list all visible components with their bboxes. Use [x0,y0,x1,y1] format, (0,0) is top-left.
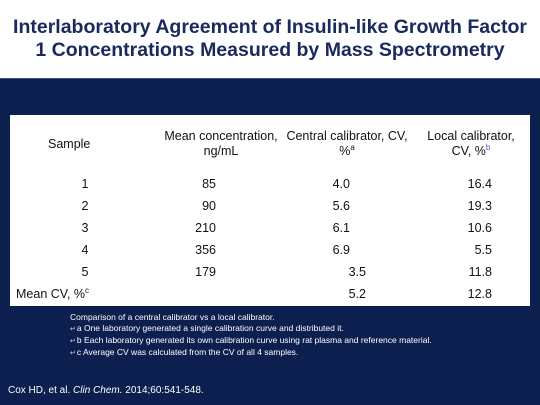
header-sample: Sample [48,136,91,151]
cell-mean-local-cv: 12.8 [467,287,492,301]
cell-local-cv: 16.4 [467,177,492,191]
header-mean-text: Mean concentration, ng/mL [164,129,278,158]
table-row: 2 90 5.6 19.3 [10,195,530,217]
cell-central-cv: 3.5 [348,265,366,279]
cell-mean-cv-label: Mean CV, %c [16,285,90,301]
footnote-a: ↵a One laboratory generated a single cal… [70,323,344,333]
cell-sample: 1 [81,177,89,191]
cell-local-cv: 11.8 [468,265,492,279]
header-central-sup: a [350,142,355,152]
header-local-sup: b [485,142,491,152]
citation-details: 2014;60:541-548. [125,385,204,396]
return-arrow-icon: ↵ [70,338,76,345]
cell-mean: 90 [202,199,216,213]
header-central-calibrator: Central calibrator, CV, %a [282,115,412,173]
data-table: Sample Mean concentration, ng/mL Central… [10,115,530,305]
band-divider [0,78,540,79]
header-central-text: Central calibrator, CV, % [286,129,408,158]
cell-mean: 85 [202,177,216,191]
table-header-row: Sample Mean concentration, ng/mL Central… [10,115,530,173]
cell-sample: 3 [81,221,89,235]
footnotes: Comparison of a central calibrator vs a … [70,312,510,359]
citation-journal: Clin Chem. [73,385,123,396]
cell-local-cv: 10.6 [467,221,492,235]
cell-central-cv: 5.6 [332,199,350,213]
cell-mean: 210 [195,221,216,235]
cell-central-cv: 6.9 [332,243,350,257]
footnote-c: ↵c Average CV was calculated from the CV… [70,347,299,357]
table-row: 4 356 6.9 5.5 [10,239,530,261]
cell-local-cv: 5.5 [474,243,492,257]
cell-sample: 4 [81,243,89,257]
citation-authors: Cox HD, et al. [8,385,71,396]
table-row: 1 85 4.0 16.4 [10,173,530,195]
cell-mean-central-cv: 5.2 [348,287,366,301]
mean-cv-sup: c [85,285,90,295]
table-panel: Sample Mean concentration, ng/mL Central… [10,115,530,306]
return-arrow-icon: ↵ [70,326,76,333]
header-local-text: Local calibrator, CV, % [427,129,515,158]
cell-mean-empty [160,283,282,305]
cell-sample: 5 [81,265,89,279]
title-area: Interlaboratory Agreement of Insulin-lik… [0,0,540,78]
cell-central-cv: 4.0 [332,177,350,191]
header-mean-concentration: Mean concentration, ng/mL [160,115,282,173]
return-arrow-icon: ↵ [70,350,76,357]
table-row: 3 210 6.1 10.6 [10,217,530,239]
slide-title: Interlaboratory Agreement of Insulin-lik… [13,16,527,61]
cell-sample: 2 [81,199,89,213]
mean-cv-row: Mean CV, %c 5.2 12.8 [10,283,530,305]
cell-local-cv: 19.3 [467,199,492,213]
citation: Cox HD, et al. Clin Chem. 2014;60:541-54… [8,385,204,396]
table-row: 5 179 3.5 11.8 [10,261,530,283]
cell-central-cv: 6.1 [332,221,350,235]
cell-mean: 356 [195,243,216,257]
header-local-calibrator: Local calibrator, CV, %b [412,115,530,173]
cell-mean: 179 [195,265,216,279]
footnote-caption: Comparison of a central calibrator vs a … [70,312,275,322]
footnote-b: ↵b Each laboratory generated its own cal… [70,335,432,345]
